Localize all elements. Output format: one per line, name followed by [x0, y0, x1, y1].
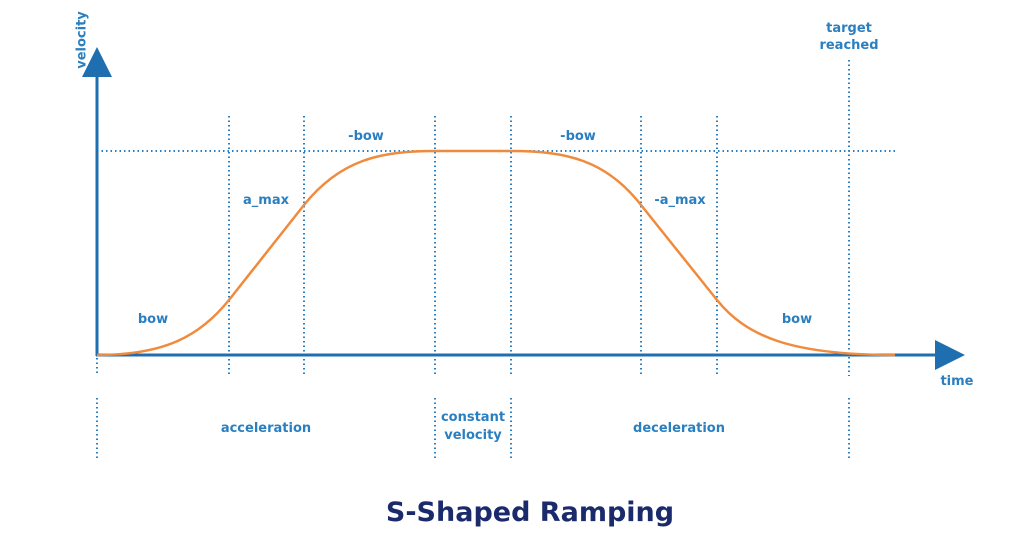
neg-bow-label: -bow [348, 129, 384, 144]
velocity-curve [96, 149, 896, 357]
bow-label: bow [138, 312, 168, 327]
neg-a-max-label: -a_max [654, 193, 706, 208]
diagram-title: S-Shaped Ramping [386, 497, 674, 528]
target-label-line1: target [826, 21, 872, 36]
bow-label: bow [782, 312, 812, 327]
neg-bow-label: -bow [560, 129, 596, 144]
a-max-label: a_max [243, 193, 290, 208]
phase-constant-line1: constant [441, 410, 505, 425]
x-axis-label: time [940, 374, 973, 389]
phase-constant-line2: velocity [444, 428, 502, 443]
y-axis-label: velocity [75, 11, 90, 69]
target-label-line2: reached [819, 38, 878, 53]
phase-acceleration: acceleration [221, 421, 311, 436]
guide-lines [96, 60, 895, 460]
phase-deceleration: deceleration [633, 421, 725, 436]
